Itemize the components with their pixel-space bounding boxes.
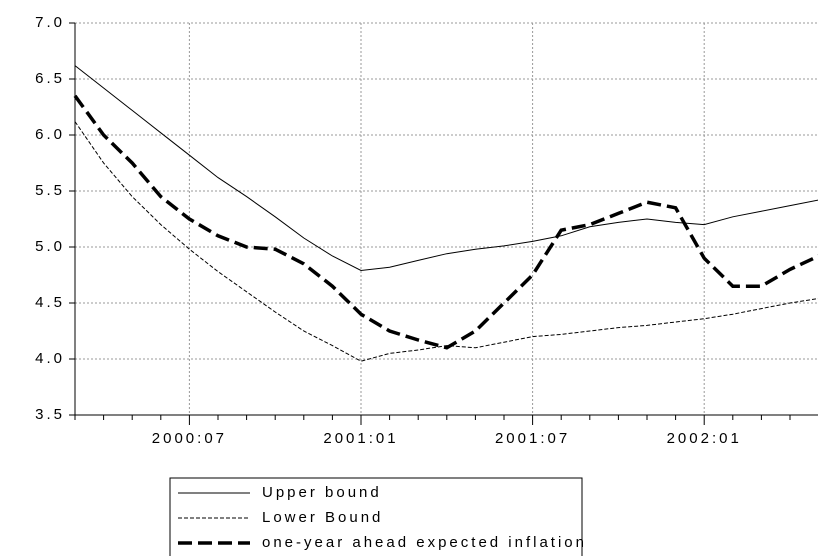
y-tick-label: 5.0 bbox=[35, 238, 65, 255]
x-tick-label: 2001:01 bbox=[323, 430, 398, 447]
legend-label: one-year ahead expected inflation bbox=[262, 534, 587, 551]
y-tick-label: 6.0 bbox=[35, 126, 65, 143]
y-tick-label: 7.0 bbox=[35, 14, 65, 31]
y-tick-label: 4.0 bbox=[35, 350, 65, 367]
legend-label: Lower Bound bbox=[262, 509, 383, 526]
y-tick-label: 6.5 bbox=[35, 70, 65, 87]
y-tick-label: 3.5 bbox=[35, 406, 65, 423]
x-tick-label: 2001:07 bbox=[495, 430, 570, 447]
y-tick-label: 5.5 bbox=[35, 182, 65, 199]
series-line bbox=[74, 121, 818, 362]
x-tick-label: 2000:07 bbox=[152, 430, 227, 447]
y-tick-label: 4.5 bbox=[35, 294, 65, 311]
legend-label: Upper bound bbox=[262, 484, 382, 501]
x-tick-label: 2002:01 bbox=[667, 430, 742, 447]
series-line bbox=[74, 65, 818, 272]
series-line bbox=[73, 94, 818, 350]
